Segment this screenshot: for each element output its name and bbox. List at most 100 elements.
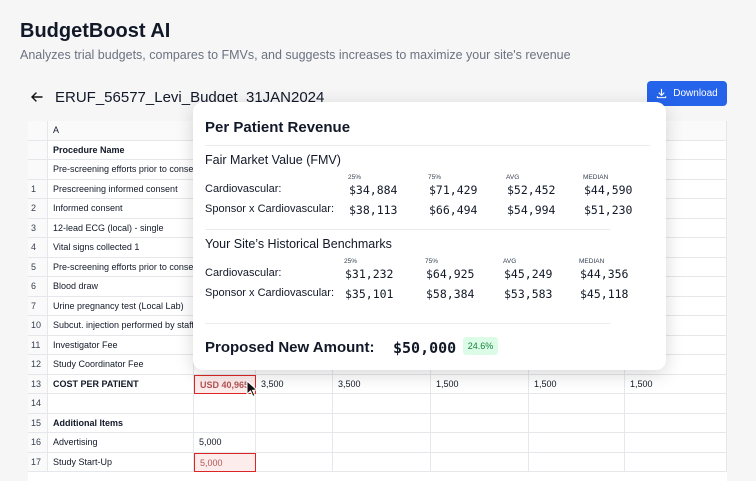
cell-value: 1,500 xyxy=(431,374,529,394)
row-number: 15 xyxy=(28,413,48,433)
row-number: 11 xyxy=(28,335,48,355)
cell-value xyxy=(194,413,256,433)
divider xyxy=(205,229,610,230)
cursor xyxy=(246,380,259,398)
row-number: 2 xyxy=(28,199,48,219)
procedure-name: Urine pregnancy test (Local Lab) xyxy=(48,296,194,316)
cell-value xyxy=(625,335,727,355)
cell-value xyxy=(625,238,727,258)
cell-value xyxy=(529,452,625,472)
cell-value xyxy=(333,452,431,472)
row-number xyxy=(28,140,48,160)
cell-value xyxy=(625,355,727,375)
benchmark-value: $54,994 xyxy=(507,203,556,217)
cell-value xyxy=(431,394,529,414)
cell-value xyxy=(529,433,625,453)
cell-value xyxy=(256,394,333,414)
column-label: 25% xyxy=(348,174,362,181)
procedure-name: Pre-screening efforts prior to consent xyxy=(48,160,194,180)
row-label: Cardiovascular: xyxy=(205,183,282,195)
cell-value: USD 40,965 xyxy=(194,374,256,394)
row-label: Sponsor x Cardiovascular: xyxy=(205,287,335,299)
cell-value xyxy=(625,394,727,414)
benchmark-value: $58,384 xyxy=(426,287,475,301)
procedure-name: Additional Items xyxy=(48,413,194,433)
procedure-name: Study Start-Up xyxy=(48,452,194,472)
cell-value xyxy=(625,452,727,472)
row-number: 10 xyxy=(28,316,48,336)
cell-value xyxy=(529,394,625,414)
cell-value xyxy=(194,394,256,414)
cell-value xyxy=(431,413,529,433)
card-title: Per Patient Revenue xyxy=(205,119,351,136)
column-label: 75% xyxy=(425,258,439,265)
change-badge: 24.6% xyxy=(463,337,498,355)
column-header xyxy=(28,121,48,141)
procedure-name: 12-lead ECG (local) - single xyxy=(48,218,194,238)
cell-value xyxy=(431,433,529,453)
cell-value: 5,000 xyxy=(194,433,256,453)
row-number: 12 xyxy=(28,355,48,375)
procedure-name xyxy=(48,394,194,414)
row-label: Sponsor x Cardiovascular: xyxy=(205,203,335,215)
benchmark-value: $53,583 xyxy=(504,287,553,301)
row-number: 14 xyxy=(28,394,48,414)
revenue-card: Per Patient Revenue Fair Market Value (FM… xyxy=(193,102,666,370)
cell-value xyxy=(529,413,625,433)
row-number xyxy=(28,160,48,180)
procedure-name: Informed consent xyxy=(48,199,194,219)
cell-value xyxy=(625,179,727,199)
procedure-name: Vital signs collected 1 xyxy=(48,238,194,258)
file-name: ERUF_56577_Levi_Budget_31JAN2024 xyxy=(55,89,325,106)
cell-value xyxy=(256,433,333,453)
row-number: 6 xyxy=(28,277,48,297)
benchmark-value: $44,590 xyxy=(584,183,633,197)
benchmark-value: $52,452 xyxy=(507,183,556,197)
procedure-name: Blood draw xyxy=(48,277,194,297)
benchmark-value: $64,925 xyxy=(426,267,475,281)
cell-value xyxy=(625,433,727,453)
row-number: 13 xyxy=(28,374,48,394)
cell-value xyxy=(431,452,529,472)
back-button[interactable] xyxy=(28,88,46,106)
row-number: 5 xyxy=(28,257,48,277)
cell-value xyxy=(256,413,333,433)
row-number: 4 xyxy=(28,238,48,258)
procedure-name: Pre-screening efforts prior to consent xyxy=(48,257,194,277)
download-button[interactable]: Download xyxy=(647,81,727,106)
row-number: 17 xyxy=(28,452,48,472)
cell-value: 5,000 xyxy=(194,452,256,472)
proposed-label: Proposed New Amount: xyxy=(205,339,375,356)
proposed-amount: $50,000 xyxy=(393,339,457,357)
benchmark-value: $35,101 xyxy=(345,287,394,301)
app-title: BudgetBoost AI xyxy=(20,20,171,42)
row-label: Cardiovascular: xyxy=(205,267,282,279)
row-number: 16 xyxy=(28,433,48,453)
column-label: MEDIAN xyxy=(579,258,605,265)
benchmark-value: $51,230 xyxy=(584,203,633,217)
benchmark-value: $45,118 xyxy=(580,287,629,301)
column-label: AVG xyxy=(503,258,517,265)
cell-value: 1,500 xyxy=(529,374,625,394)
column-label: 75% xyxy=(428,174,442,181)
procedure-name: COST PER PATIENT xyxy=(48,374,194,394)
cell-value: 3,500 xyxy=(256,374,333,394)
benchmark-value: $31,232 xyxy=(345,267,394,281)
cell-value xyxy=(625,199,727,219)
procedure-name: Subcut. injection performed by staff xyxy=(48,316,194,336)
column-label: AVG xyxy=(506,174,520,181)
procedure-name: Procedure Name xyxy=(48,140,194,160)
benchmark-value: $66,494 xyxy=(429,203,478,217)
section-heading: Your Site’s Historical Benchmarks xyxy=(205,237,392,251)
cell-value xyxy=(333,433,431,453)
cell-value xyxy=(333,413,431,433)
download-label: Download xyxy=(673,88,718,99)
page: {"header": {"title": "BudgetBoost AI", "… xyxy=(20,20,727,472)
column-header: A xyxy=(48,121,194,141)
benchmark-value: $38,113 xyxy=(349,203,398,217)
row-number: 7 xyxy=(28,296,48,316)
row-number: 3 xyxy=(28,218,48,238)
cell-value xyxy=(625,140,727,160)
cell-value xyxy=(625,413,727,433)
cell-value xyxy=(625,296,727,316)
